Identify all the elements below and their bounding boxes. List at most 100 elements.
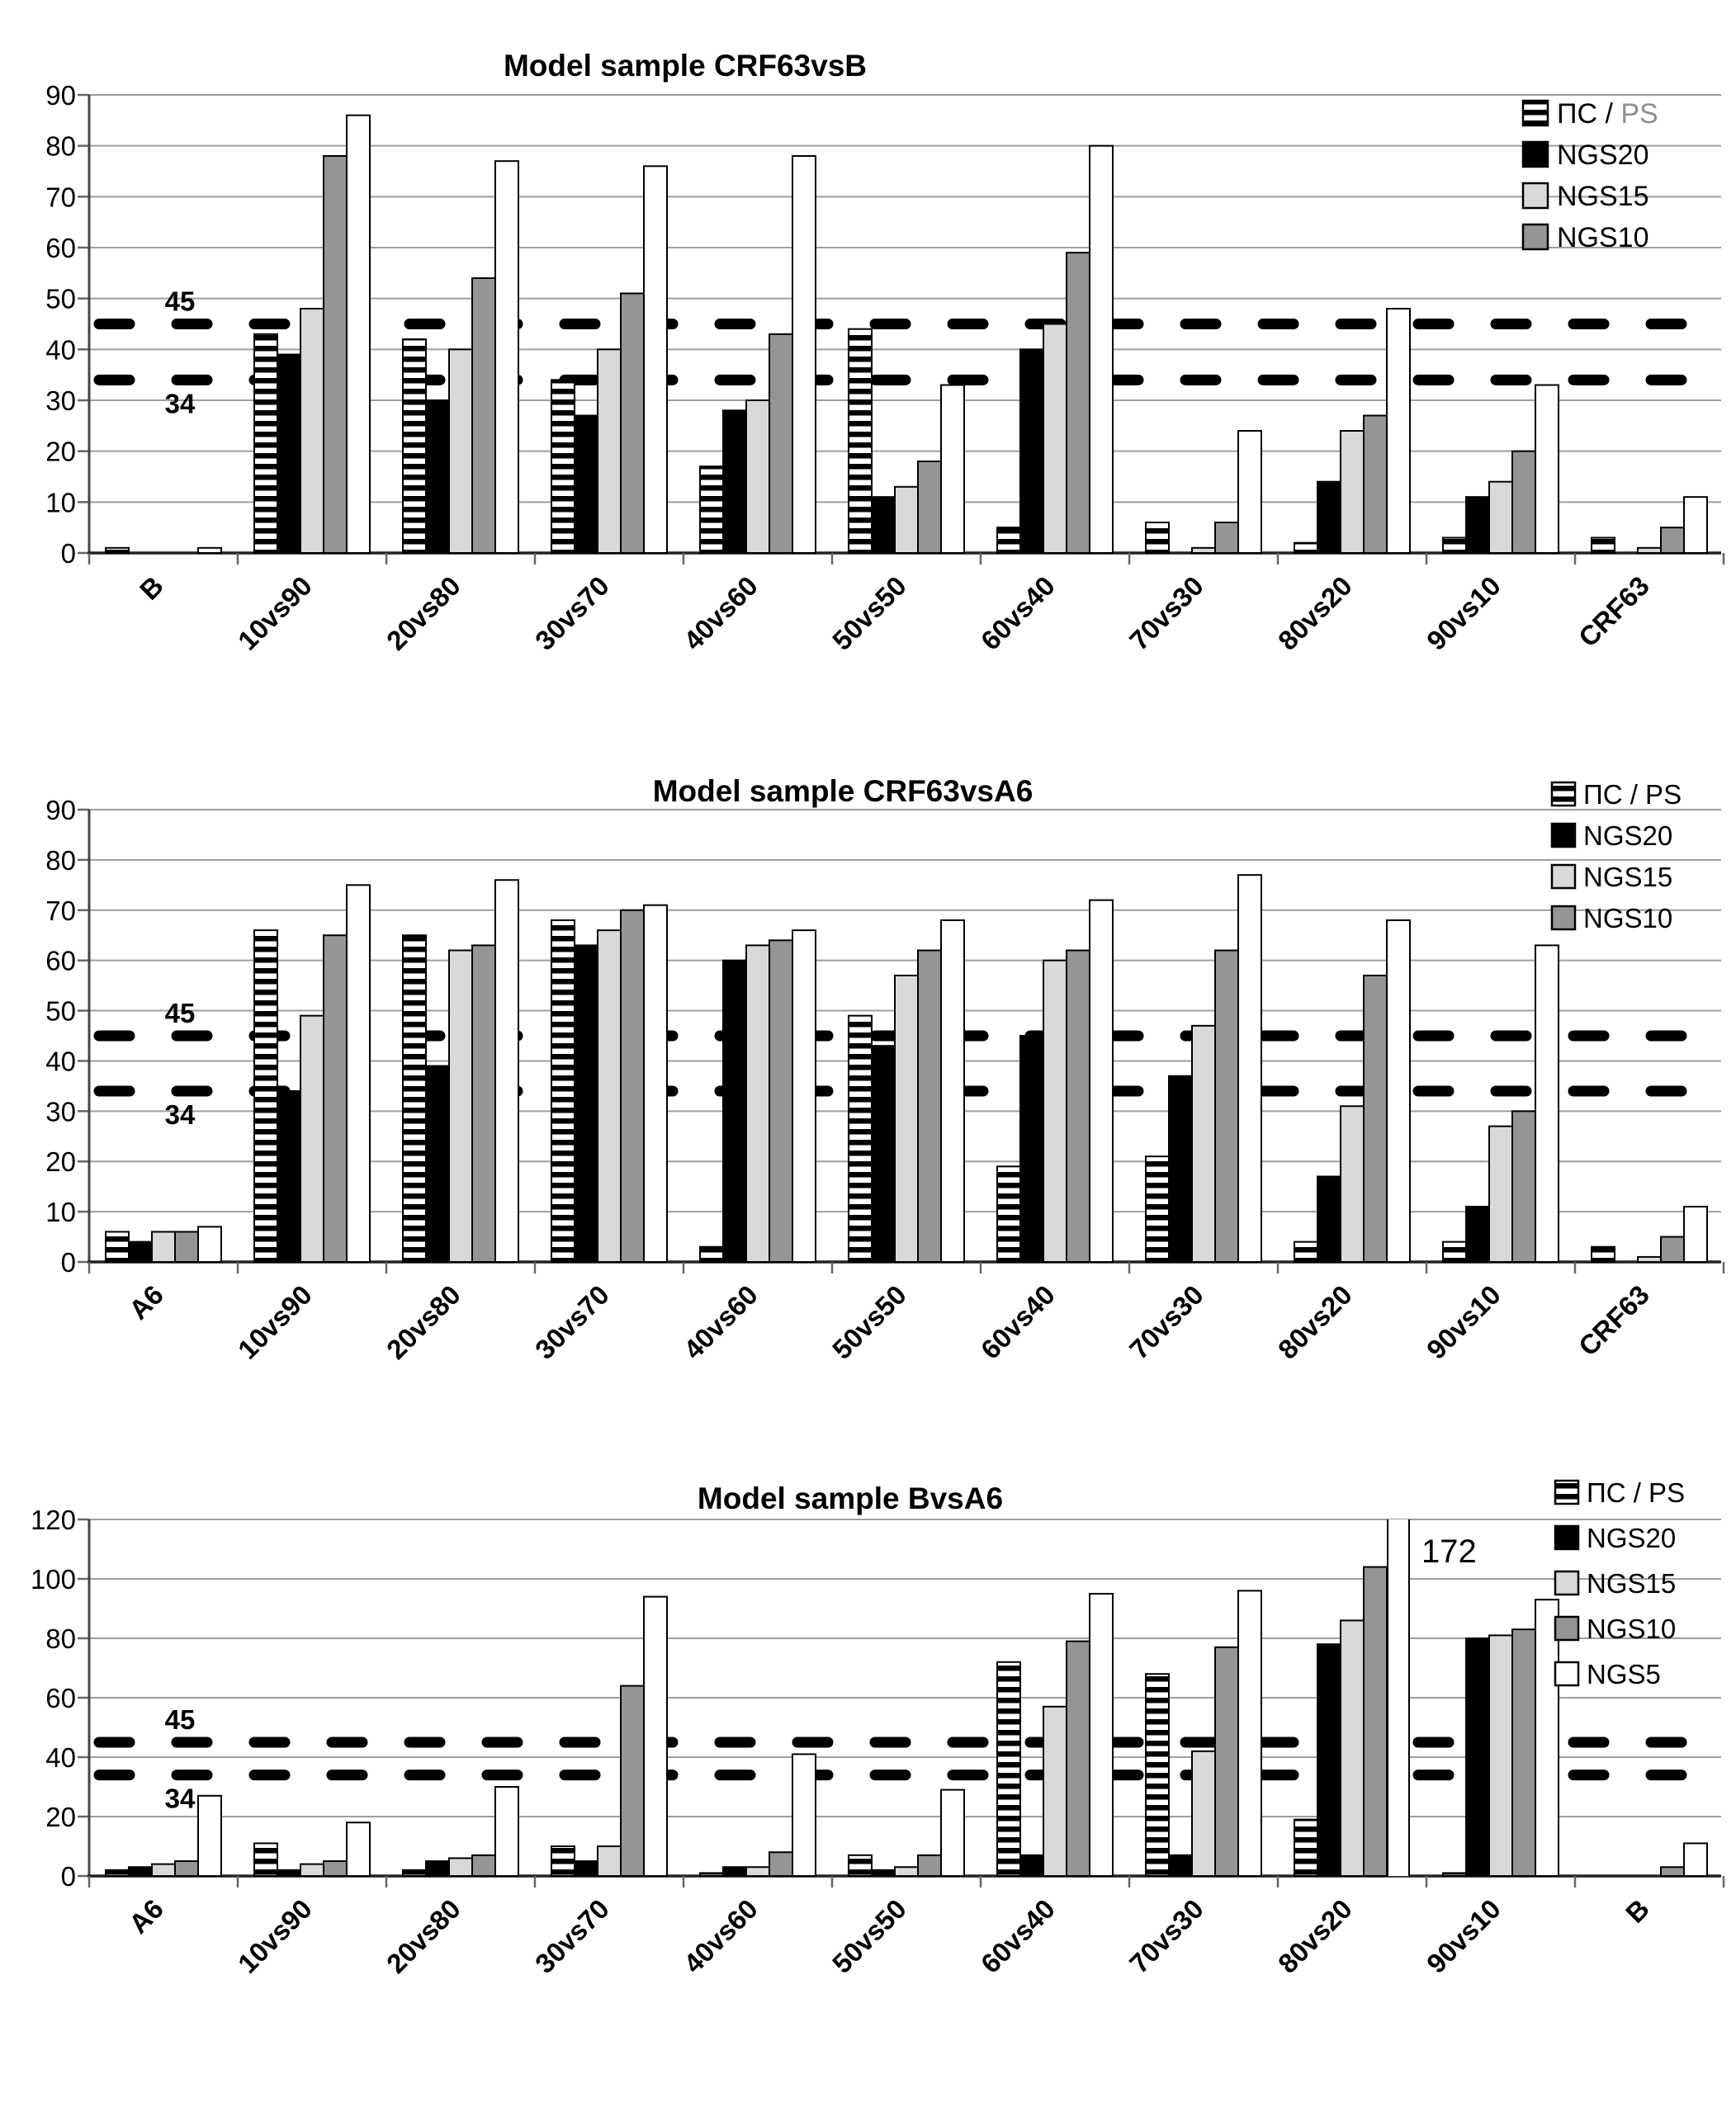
bar-ps-10vs90 — [253, 333, 278, 554]
bar-ngs10-80vs20 — [1363, 414, 1388, 554]
legend-swatch-ngs10 — [1554, 1615, 1580, 1642]
y-tick-label: 10 — [45, 1197, 76, 1227]
bar-ngs15-20vs80 — [448, 949, 473, 1263]
chart-title-crf63vsb: Model sample CRF63vsB — [504, 49, 867, 83]
bar-ngs5-50vs50 — [940, 1789, 965, 1878]
x-category-label-30vs70: 30vs70 — [529, 1279, 615, 1365]
bar-ps-40vs60 — [699, 1245, 724, 1263]
bar-ngs10-50vs50 — [917, 949, 942, 1263]
legend-label-ngs20: NGS20 — [1557, 139, 1649, 171]
bar-ngs15-90vs10 — [1488, 1125, 1513, 1263]
bar-ngs20-80vs20 — [1317, 480, 1341, 555]
reference-line-label-34: 34 — [165, 388, 196, 418]
legend-label-ngs15: NGS15 — [1583, 862, 1672, 892]
x-category-label-40vs60: 40vs60 — [678, 1279, 764, 1365]
bar-ngs10-60vs40 — [1066, 949, 1090, 1263]
reference-line-label-34: 34 — [165, 1784, 196, 1814]
bar-ps-70vs30 — [1145, 522, 1170, 554]
bar-ngs5-90vs10 — [1535, 1599, 1559, 1877]
bar-ngs15-10vs90 — [300, 1014, 324, 1263]
x-category-label-60vs40: 60vs40 — [975, 1279, 1061, 1365]
bar-ngs5-30vs70 — [643, 165, 668, 554]
x-category-label-CRF63: CRF63 — [1573, 570, 1655, 653]
bar-ps-20vs80 — [402, 338, 427, 554]
bar-ngs10-30vs70 — [620, 1685, 645, 1877]
y-tick-label: 70 — [45, 895, 76, 926]
bar-ps-10vs90 — [253, 1842, 278, 1877]
bar-ngs20-90vs10 — [1465, 496, 1490, 555]
bar-ps-30vs70 — [551, 919, 575, 1263]
bar-ngs5-30vs70 — [643, 904, 668, 1263]
bar-ngs5-80vs20 — [1386, 919, 1411, 1263]
bar-ngs20-20vs80 — [425, 1065, 450, 1263]
bar-ngs15-50vs50 — [894, 485, 919, 554]
bar-ngs5-10vs90 — [346, 884, 371, 1264]
bar-ngs20-70vs30 — [1168, 1854, 1193, 1878]
bar-ngs20-30vs70 — [574, 944, 598, 1264]
bar-ngs15-40vs60 — [745, 1866, 770, 1877]
x-category-label-80vs20: 80vs20 — [1272, 1893, 1358, 1979]
x-category-label-10vs90: 10vs90 — [232, 570, 318, 656]
x-category-label-80vs20: 80vs20 — [1272, 570, 1358, 656]
bar-ngs5-20vs80 — [494, 160, 519, 555]
bar-ngs20-60vs40 — [1019, 1854, 1044, 1878]
bar-ngs10-40vs60 — [769, 939, 793, 1264]
bar-ngs10-CRF63 — [1660, 527, 1685, 555]
bar-ngs20-10vs90 — [277, 1089, 301, 1263]
legend-swatch-ngs15 — [1521, 182, 1549, 210]
legend-swatch-ngs15 — [1554, 1570, 1580, 1596]
bar-ps-20vs80 — [402, 934, 427, 1263]
legend-label-ngs5: NGS5 — [1587, 1659, 1661, 1689]
bar-ngs10-70vs30 — [1214, 949, 1239, 1263]
bar-ngs10-50vs50 — [917, 461, 942, 554]
bar-ngs5-A6 — [197, 1226, 222, 1264]
bar-ngs5-40vs60 — [792, 155, 816, 554]
x-category-label-10vs90: 10vs90 — [232, 1279, 318, 1365]
bar-ngs15-10vs90 — [300, 308, 324, 554]
bar-ngs10-CRF63 — [1660, 1236, 1685, 1263]
bar-ps-CRF63 — [1591, 1245, 1615, 1263]
x-category-label-CRF63: CRF63 — [1573, 1279, 1655, 1362]
bar-ngs10-80vs20 — [1363, 1566, 1388, 1877]
bar-ngs20-10vs90 — [277, 1869, 301, 1878]
y-tick-label: 80 — [45, 845, 76, 876]
x-category-label-50vs50: 50vs50 — [826, 1893, 912, 1979]
x-category-label-20vs80: 20vs80 — [381, 1279, 466, 1365]
bar-ps-80vs20 — [1294, 1240, 1318, 1263]
bar-ngs5-60vs40 — [1089, 144, 1114, 555]
bar-ngs15-70vs30 — [1191, 546, 1216, 554]
bar-ngs15-60vs40 — [1043, 323, 1067, 554]
bar-ngs10-A6 — [174, 1860, 199, 1877]
bar-ngs15-70vs30 — [1191, 1750, 1216, 1878]
x-category-label-40vs60: 40vs60 — [678, 1893, 764, 1979]
bar-ngs10-10vs90 — [323, 1860, 348, 1877]
y-tick-label: 20 — [45, 1146, 76, 1177]
bar-ps-90vs10 — [1442, 1872, 1467, 1877]
bar-ngs10-90vs10 — [1511, 1110, 1536, 1264]
bar-ngs20-30vs70 — [574, 1860, 598, 1877]
bar-ngs5-10vs90 — [346, 114, 371, 554]
x-category-label-20vs80: 20vs80 — [381, 1893, 466, 1979]
bar-ps-60vs40 — [996, 1165, 1021, 1264]
legend-swatch-ngs10 — [1550, 905, 1577, 931]
reference-line-label-34: 34 — [165, 1099, 196, 1130]
bar-ngs15-30vs70 — [597, 929, 622, 1263]
bar-ngs10-60vs40 — [1066, 1640, 1090, 1877]
legend-swatch-ngs10 — [1521, 223, 1549, 251]
bar-ngs15-80vs20 — [1340, 430, 1365, 554]
bar-ngs20-60vs40 — [1019, 1035, 1044, 1263]
bar-ngs20-50vs50 — [871, 1869, 896, 1878]
bar-ps-40vs60 — [699, 465, 724, 555]
bar-ngs10-20vs80 — [471, 944, 496, 1264]
bar-ngs15-50vs50 — [894, 1866, 919, 1877]
legend-swatch-ps — [1554, 1479, 1580, 1505]
bar-ngs5-20vs80 — [494, 879, 519, 1263]
x-category-label-30vs70: 30vs70 — [529, 1893, 615, 1979]
x-category-label-10vs90: 10vs90 — [232, 1893, 318, 1979]
bar-ngs15-20vs80 — [448, 1857, 473, 1877]
y-tick-label: 0 — [61, 1861, 76, 1892]
bar-ps-90vs10 — [1442, 536, 1467, 554]
bar-ngs10-B — [1660, 1866, 1685, 1877]
bar-ps-50vs50 — [848, 1014, 873, 1263]
